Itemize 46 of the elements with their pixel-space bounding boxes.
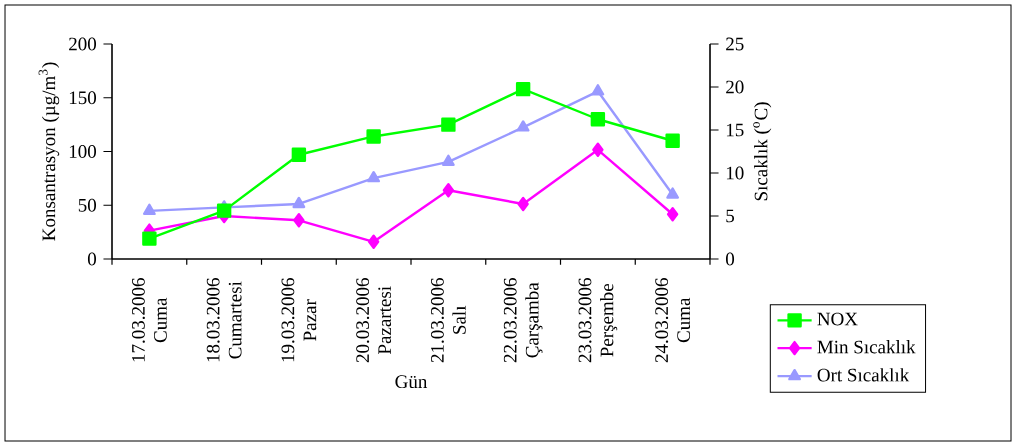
- x-tick-label: 18.03.2006 Cumartesi: [206, 278, 242, 362]
- y-tick-label: 150: [69, 91, 97, 105]
- x-tick-label: 23.03.2006 Perşembe: [578, 278, 618, 363]
- point: [590, 112, 606, 127]
- legend-label: NOX: [817, 312, 858, 326]
- y2-axis-title: Sıcaklık ($^{o}$C): [753, 102, 772, 201]
- point: [666, 187, 680, 199]
- point: [366, 129, 381, 144]
- point: [292, 196, 306, 209]
- y-tick-label: 100: [69, 145, 97, 158]
- point: [441, 117, 456, 132]
- y-tick-label: 0: [87, 252, 97, 266]
- point: [666, 207, 679, 222]
- y2-tick-label: 20: [726, 80, 744, 94]
- y-tick-label: 200: [69, 37, 97, 51]
- point: [216, 203, 232, 218]
- point: [142, 231, 157, 246]
- x-tick-label: 21.03.2006 Salı: [430, 278, 466, 363]
- x-tick-label: 20.03.2006 Pazartesi: [356, 278, 392, 363]
- point: [515, 81, 531, 97]
- point: [367, 170, 381, 183]
- y2-tick-label: 25: [726, 37, 744, 51]
- x-tick-label: 19.03.2006 Pazar: [281, 278, 317, 362]
- legend-label: Min Sıcaklık: [817, 340, 916, 354]
- legend-label: Ort Sıcaklık: [817, 368, 910, 382]
- point: [516, 120, 530, 132]
- point: [291, 147, 307, 162]
- point: [665, 133, 680, 148]
- x-tick-label: 22.03.2006 Çarşamba: [503, 278, 543, 363]
- x-axis-title: Gün: [395, 375, 428, 389]
- y-tick-label: 50: [78, 198, 97, 212]
- point: [592, 142, 604, 157]
- y2-tick-label: 15: [726, 123, 744, 137]
- point: [293, 213, 305, 228]
- x-tick-label: 24.03.2006 Cuma: [655, 278, 691, 363]
- y2-tick-label: 5: [726, 209, 735, 223]
- point: [591, 84, 605, 96]
- y-axis-title: Konsantrasyon (µg/m$^{3}$): [38, 62, 60, 241]
- point: [367, 234, 380, 249]
- point: [142, 203, 156, 216]
- y2-tick-label: 10: [726, 166, 744, 180]
- point: [442, 183, 455, 198]
- y2-tick-label: 0: [726, 252, 735, 266]
- point: [517, 196, 529, 212]
- point: [441, 154, 455, 167]
- x-tick-label: 17.03.2006 Cuma: [131, 278, 167, 362]
